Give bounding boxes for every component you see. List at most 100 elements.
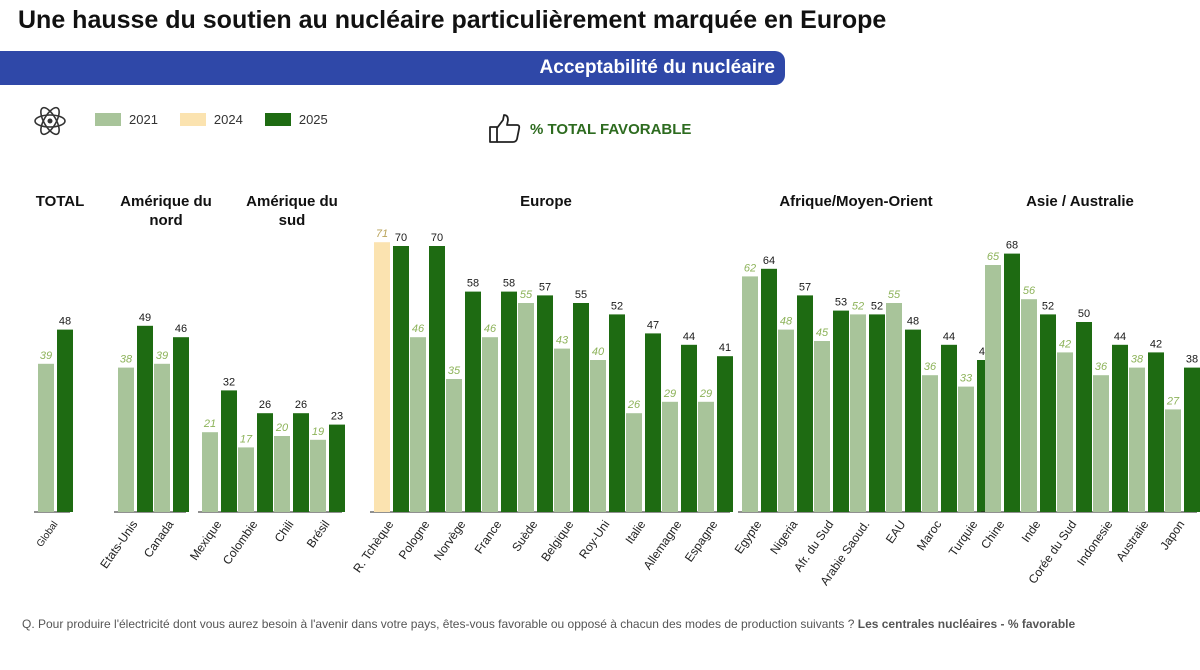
- value-label-2025-allemagne: 44: [683, 331, 695, 343]
- group-title-line: Europe: [520, 193, 572, 210]
- value-label-2025-pologne: 70: [431, 232, 443, 244]
- group-title-asie-australie: Asie / Australie: [1026, 193, 1134, 210]
- bar-2025-suede: [537, 295, 553, 512]
- value-label-2025-canada: 46: [175, 323, 187, 335]
- value-label-2021-maroc: 36: [924, 361, 937, 373]
- bar-2025-allemagne: [681, 344, 697, 512]
- bar-2025-global: [57, 329, 73, 512]
- bar-2021-bresil: [310, 439, 326, 512]
- value-label-2021-global: 39: [40, 350, 52, 362]
- value-label-2025-bresil: 23: [331, 411, 343, 423]
- group-title-line: Asie / Australie: [1026, 193, 1134, 210]
- value-label-2025-eau: 48: [907, 316, 919, 328]
- bar-2025-belgique: [573, 303, 589, 512]
- value-label-2025-japon: 38: [1186, 354, 1198, 366]
- category-label-turquie: Turquie: [946, 517, 981, 558]
- category-label-france: France: [472, 517, 505, 556]
- value-label-2021-indonesie: 36: [1095, 361, 1108, 373]
- category-label-etats-unis: Etats-Unis: [97, 518, 140, 571]
- group-title-afrique-moyen-orient: Afrique/Moyen-Orient: [779, 193, 932, 210]
- value-label-2025-maroc: 44: [943, 331, 955, 343]
- bar-2021-colombie: [238, 447, 254, 512]
- favorable-header: % TOTAL FAVORABLE: [488, 114, 691, 144]
- value-label-2025-coree-du-sud: 50: [1078, 308, 1090, 320]
- bar-2025-bresil: [329, 424, 345, 512]
- bar-2021-japon: [1165, 409, 1181, 512]
- bar-2025-maroc: [941, 344, 957, 512]
- value-label-2021-egypte: 62: [744, 262, 756, 274]
- bar-2021-chili: [274, 436, 290, 512]
- group-title-line: TOTAL: [36, 193, 85, 210]
- group-title-line: Amérique du: [120, 193, 212, 210]
- group-title-line: Amérique du: [246, 193, 338, 210]
- category-label-italie: Italie: [622, 517, 648, 546]
- bar-2025-japon: [1184, 367, 1200, 512]
- category-label-suede: Suède: [509, 517, 541, 554]
- value-label-2021-chili: 20: [275, 422, 289, 434]
- group-title-total: TOTAL: [36, 193, 85, 210]
- value-label-2021-france: 46: [484, 323, 497, 335]
- value-label-2021-norvege: 35: [448, 365, 461, 377]
- value-label-2025-indonesie: 44: [1114, 331, 1126, 343]
- bar-2025-etats-unis: [137, 325, 153, 512]
- bar-2021-coree-du-sud: [1057, 352, 1073, 512]
- bar-2021-pologne: [410, 337, 426, 512]
- bar-2025-mexique: [221, 390, 237, 512]
- bar-2025-r-tcheque: [393, 246, 409, 512]
- category-label-canada: Canada: [141, 517, 177, 560]
- bar-2025-roy-uni: [609, 314, 625, 512]
- legend-label-2024: 2024: [213, 112, 243, 127]
- bar-2021-nigeria: [778, 329, 794, 512]
- bar-2025-italie: [645, 333, 661, 512]
- bar-2021-canada: [154, 363, 170, 512]
- value-label-2025-egypte: 64: [763, 255, 775, 267]
- value-label-2025-suede: 57: [539, 281, 551, 293]
- legend-item-2021: 2021: [95, 112, 158, 127]
- bar-2021-australie: [1129, 367, 1145, 512]
- bar-2025-chine: [1004, 253, 1020, 512]
- value-label-2021-italie: 26: [627, 399, 641, 411]
- legend-swatch-2025: [264, 113, 291, 126]
- bar-2021-norvege: [446, 379, 462, 512]
- bar-2021-france: [482, 337, 498, 512]
- bar-2025-chili: [293, 413, 309, 512]
- bar-2025-afr-du-sud: [833, 310, 849, 512]
- bar-chart: TOTAL 39 48 Global Amérique du nord 38 49 Etats-…: [34, 193, 1200, 588]
- category-label-inde: Inde: [1019, 517, 1044, 544]
- value-label-2025-france: 58: [503, 278, 515, 290]
- bar-2025-indonesie: [1112, 344, 1128, 512]
- bar-2021-eau: [886, 303, 902, 512]
- category-label-eau: EAU: [883, 518, 909, 546]
- bar-2025-coree-du-sud: [1076, 322, 1092, 512]
- bar-2021-turquie: [958, 386, 974, 512]
- category-label-belgique: Belgique: [538, 517, 576, 564]
- category-label-egypte: Egypte: [732, 517, 765, 556]
- group-title-europe: Europe: [520, 193, 572, 210]
- value-label-2021-suede: 55: [520, 289, 533, 301]
- value-label-2021-canada: 39: [156, 350, 168, 362]
- category-label-australie: Australie: [1113, 517, 1151, 564]
- category-label-chine: Chine: [978, 517, 1008, 551]
- category-label-chili: Chili: [272, 518, 297, 545]
- value-label-2021-inde: 56: [1023, 285, 1036, 297]
- section-banner: Acceptabilité du nucléaire: [0, 51, 785, 85]
- category-label-r-tcheque: R. Tchèque: [350, 517, 396, 575]
- value-label-2021-espagne: 29: [699, 388, 712, 400]
- value-label-2021-nigeria: 48: [780, 316, 793, 328]
- value-label-2021-belgique: 43: [556, 335, 569, 347]
- bar-2025-eau: [905, 329, 921, 512]
- bar-2025-nigeria: [797, 295, 813, 512]
- category-label-indonesie: Indonesie: [1074, 517, 1116, 568]
- value-label-2025-roy-uni: 52: [611, 300, 623, 312]
- bar-2021-egypte: [742, 276, 758, 512]
- value-label-2025-afr-du-sud: 53: [835, 297, 847, 309]
- group-title-line: nord: [149, 212, 182, 229]
- category-label-norvege: Norvège: [431, 517, 469, 562]
- bar-2021-indonesie: [1093, 375, 1109, 512]
- value-label-2025-mexique: 32: [223, 376, 235, 388]
- bar-2021-mexique: [202, 432, 218, 512]
- legend-swatch-2021: [95, 113, 121, 126]
- category-label-maroc: Maroc: [914, 518, 945, 553]
- category-label-roy-uni: Roy-Uni: [576, 518, 612, 562]
- value-label-2025-global: 48: [59, 316, 71, 328]
